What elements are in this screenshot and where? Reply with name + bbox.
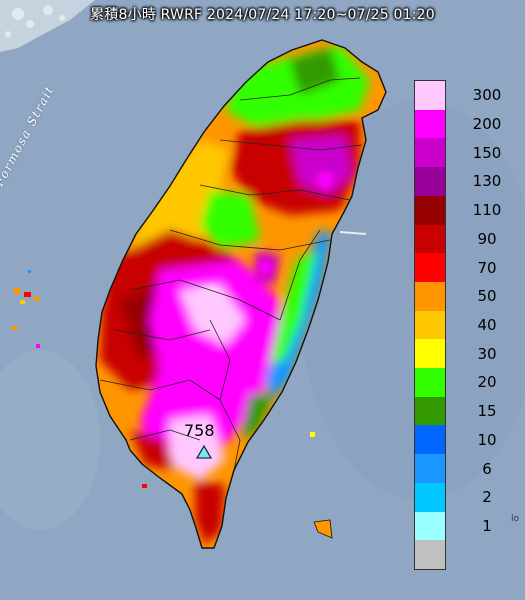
legend-swatch <box>415 339 445 369</box>
legend-label: 15 <box>477 402 497 421</box>
legend-label: 6 <box>482 459 492 478</box>
legend-label: 50 <box>477 287 497 306</box>
legend-label: 200 <box>472 115 502 134</box>
triangle-icon <box>196 445 212 459</box>
edge-label: lo <box>511 514 520 524</box>
legend-swatch <box>415 138 445 168</box>
legend-swatch <box>415 454 445 484</box>
legend-swatch <box>415 396 445 426</box>
legend-label: 10 <box>477 430 497 449</box>
legend-label: 40 <box>477 316 497 334</box>
legend-label: 110 <box>472 201 502 220</box>
county-boundaries <box>99 77 363 491</box>
map-title: 累積8小時 RWRF 2024/07/24 17:20~07/25 01:20 <box>90 7 435 23</box>
legend-label: 70 <box>477 258 497 277</box>
offshore-echoes <box>12 270 333 539</box>
rainfall-field <box>100 45 370 545</box>
legend-label: 2 <box>482 488 492 507</box>
legend-swatch <box>415 310 445 340</box>
legend-swatch <box>415 511 445 541</box>
legend-swatch <box>415 253 445 283</box>
legend-bar <box>414 80 446 570</box>
legend-swatch <box>415 368 445 398</box>
legend-swatch <box>415 195 445 226</box>
legend-swatch <box>415 482 445 513</box>
legend-swatch <box>415 224 445 254</box>
legend-swatch <box>415 281 445 312</box>
legend-label: 300 <box>472 86 502 105</box>
max-rainfall-label: 758 <box>184 421 215 440</box>
legend-swatch <box>415 109 445 139</box>
cloud-clutter <box>5 5 65 37</box>
legend-swatch <box>415 167 445 197</box>
legend-label: 90 <box>477 229 497 248</box>
legend-swatch-below-min <box>415 540 445 569</box>
legend-label: 150 <box>472 143 502 162</box>
legend-label: 30 <box>477 344 497 363</box>
legend-swatch <box>415 425 445 455</box>
legend-label: 1 <box>482 516 492 535</box>
legend-swatch <box>415 81 445 111</box>
legend-label: 130 <box>472 172 502 191</box>
legend-label: 20 <box>477 373 497 392</box>
island-outline <box>95 39 387 549</box>
